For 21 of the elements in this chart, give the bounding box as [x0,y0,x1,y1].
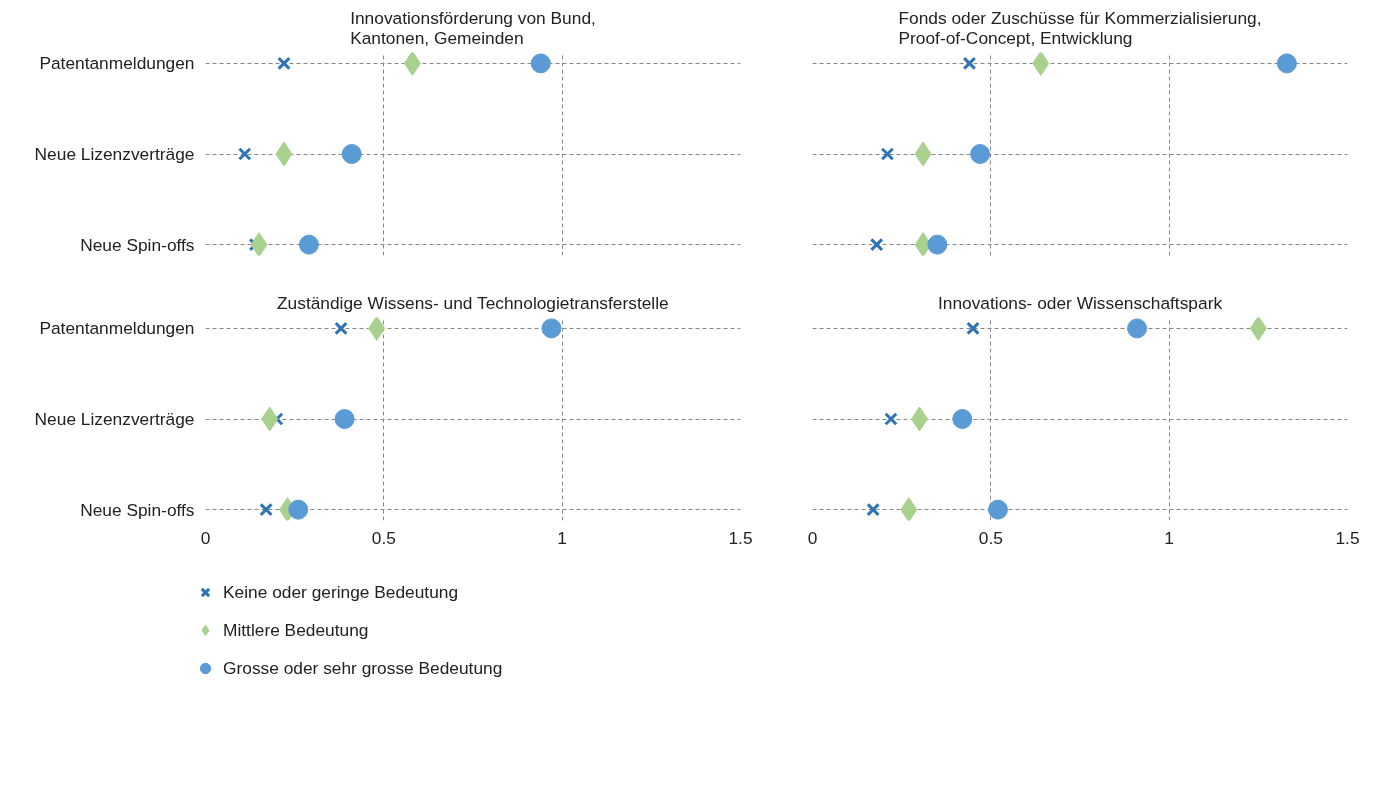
x-tick-label: 1 [1164,527,1174,548]
x-tick-label: 1.5 [728,527,753,548]
x-tick-label: 0.5 [371,527,396,548]
legend-label: Keine oder geringe Bedeutung [223,581,459,603]
y-tick-label: Patentanmeldungen [39,318,195,339]
x-tick-label: 1 [557,527,567,548]
y-tick-label: Neue Spin-offs [80,499,195,520]
y-tick-label: Neue Lizenzverträge [34,409,195,429]
legend-label: Grosse oder sehr grosse Bedeutung [223,657,503,679]
chart-title: Fonds oder Zuschüsse für Kommerzialisierung, Proof-of-Concept, Entwicklung [898,7,1262,48]
legend-label: Mittlere Bedeutung [223,619,369,641]
y-tick-label: Neue Lizenzverträge [34,144,195,164]
y-tick-label: Patentanmeldungen [39,53,195,74]
y-tick-label: Neue Spin-offs [80,234,195,255]
chart-title: Innovationsförderung von Bund, Kantonen, Gemeinden [350,7,596,48]
x-tick-label: 0.5 [978,527,1003,548]
x-tick-label: 1.5 [1335,527,1360,548]
chart-title: Innovations- oder Wissenschaftspark [937,292,1223,313]
chart-title: Zuständige Wissens- und Technologietransferstelle [276,292,669,313]
x-tick-label: 0 [200,527,211,548]
x-tick-label: 0 [807,527,818,548]
